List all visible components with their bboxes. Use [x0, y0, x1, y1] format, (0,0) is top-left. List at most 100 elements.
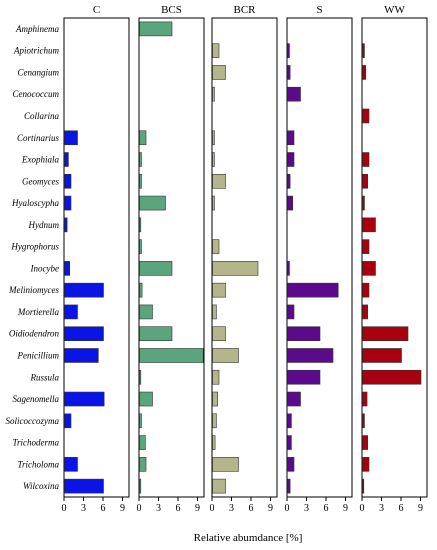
panel-c: C 0 3 6 9 — [62, 4, 130, 514]
bar — [64, 282, 104, 298]
bar — [64, 348, 99, 363]
panel-title: S — [316, 4, 322, 16]
category-label: Wilcoxina — [23, 481, 59, 491]
category-label: Mortierella — [17, 307, 60, 317]
bar — [212, 369, 220, 385]
category-label: Exophiala — [21, 155, 59, 165]
bar — [212, 282, 226, 298]
bar — [287, 326, 321, 342]
x-axis-label: Relative abumdance [%] — [194, 532, 303, 544]
tick-label: 9 — [268, 503, 273, 514]
category-label: Geomyces — [22, 176, 59, 186]
bar — [212, 173, 226, 189]
bar — [212, 239, 220, 254]
bar — [139, 21, 173, 37]
bar — [64, 304, 78, 320]
tick-label: 9 — [418, 503, 423, 514]
bar — [362, 239, 370, 254]
category-label: Tricholoma — [17, 459, 59, 469]
panel-frame — [138, 17, 205, 498]
tick-label: 9 — [343, 503, 348, 514]
bar — [287, 391, 301, 407]
bar — [139, 435, 146, 450]
bar — [64, 326, 104, 342]
bar — [287, 348, 334, 363]
category-label: Sagenomella — [13, 394, 60, 404]
bar — [139, 348, 204, 363]
bar — [64, 478, 104, 494]
tick-label: 3 — [81, 503, 86, 514]
bar — [64, 457, 78, 472]
tick-label: 6 — [176, 503, 181, 514]
category-label: Cenangium — [18, 67, 60, 77]
bar — [64, 261, 70, 276]
bar — [287, 369, 321, 385]
tick-label: 0 — [137, 503, 142, 514]
bar — [362, 457, 370, 472]
bar — [139, 239, 142, 254]
panel-s: S 0 3 6 9 — [285, 4, 353, 514]
bar — [287, 304, 295, 320]
category-label: Trichoderma — [12, 438, 59, 448]
bar — [362, 435, 368, 450]
bar — [64, 391, 105, 407]
bar — [212, 348, 239, 363]
bar — [139, 152, 142, 167]
category-label: Hydnum — [28, 220, 60, 230]
bar — [212, 86, 215, 102]
bar — [212, 457, 239, 472]
bar — [287, 86, 301, 102]
tick-label: 0 — [285, 503, 290, 514]
bar — [212, 43, 220, 58]
bar — [362, 413, 365, 429]
tick-label: 3 — [379, 503, 384, 514]
bar — [287, 457, 295, 472]
bar — [362, 348, 402, 363]
tick-label: 0 — [210, 503, 215, 514]
bar — [362, 108, 370, 124]
bar — [287, 282, 339, 298]
tick-label: 9 — [195, 503, 200, 514]
category-label: Collarina — [24, 111, 60, 121]
bar — [362, 326, 409, 342]
category-label: Apiotrichum — [13, 46, 59, 56]
bar — [362, 152, 370, 167]
category-label: Solicoccozyma — [6, 416, 60, 426]
tick-label: 9 — [120, 503, 125, 514]
bar — [287, 173, 291, 189]
bar — [139, 478, 142, 494]
bar — [64, 152, 69, 167]
bar — [212, 391, 218, 407]
bar — [139, 282, 143, 298]
bar — [64, 413, 72, 429]
panel-frame — [63, 17, 130, 498]
panel-frame — [361, 17, 428, 498]
category-label: Oidiodendron — [9, 329, 60, 339]
bar — [64, 173, 72, 189]
panel-bcs: BCS 0 3 6 9 — [137, 4, 205, 514]
bar — [212, 152, 215, 167]
bar — [287, 152, 295, 167]
panel-title: WW — [384, 4, 405, 16]
bar — [139, 217, 142, 233]
panel-title: BCR — [233, 4, 256, 16]
tick-label: 3 — [156, 503, 161, 514]
tick-label: 0 — [360, 503, 365, 514]
bar — [287, 413, 292, 429]
bar — [212, 413, 217, 429]
tick-label: 3 — [229, 503, 234, 514]
bar — [362, 217, 376, 233]
bar — [64, 217, 68, 233]
bar — [64, 195, 72, 211]
panels: C 0 3 6 9 BCS 0 3 6 9 BCR 0 3 6 9 S 0 3 6 9 WW 0 3 6 9 — [62, 4, 428, 514]
category-label: Inocybe — [30, 263, 59, 273]
bar — [287, 435, 292, 450]
bar — [139, 195, 166, 211]
bar — [287, 43, 290, 58]
bar — [212, 65, 226, 80]
panel-title: BCS — [161, 4, 182, 16]
bar — [212, 435, 216, 450]
panel-title: C — [93, 4, 100, 16]
bar — [362, 261, 376, 276]
bar — [212, 304, 217, 320]
